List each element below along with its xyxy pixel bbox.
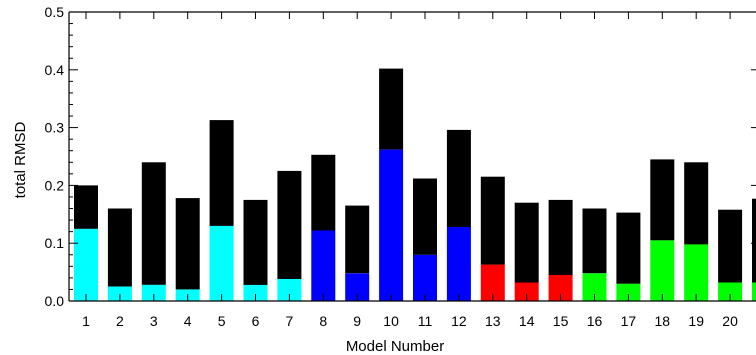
bar-2-segment-2 xyxy=(107,208,132,287)
bar-17-segment-2 xyxy=(616,212,641,284)
bar-6-segment-2 xyxy=(243,199,268,285)
x-axis-title: Model Number xyxy=(346,338,444,355)
bar-20-segment-1 xyxy=(718,282,743,301)
bar-8-segment-1 xyxy=(311,230,336,301)
y-tick-label: 0.4 xyxy=(45,62,65,78)
bar-7-segment-2 xyxy=(277,170,302,279)
x-tick-label-8: 8 xyxy=(319,313,327,329)
bar-21-segment-1 xyxy=(752,282,756,301)
y-axis-title: total RMSD xyxy=(12,121,29,198)
x-tick-label-13: 13 xyxy=(485,313,501,329)
x-tick-label-20: 20 xyxy=(722,313,738,329)
x-tick-label-16: 16 xyxy=(587,313,603,329)
x-tick-label-11: 11 xyxy=(418,313,433,329)
x-tick-label-4: 4 xyxy=(184,313,192,329)
bar-13-segment-2 xyxy=(480,176,505,265)
x-tick-label-7: 7 xyxy=(286,313,294,329)
bar-21-segment-2 xyxy=(752,198,756,283)
bar-10-segment-1 xyxy=(379,149,404,301)
y-tick-label: 0.1 xyxy=(45,235,65,251)
bar-5-segment-2 xyxy=(209,120,234,226)
bar-18-segment-1 xyxy=(650,240,675,301)
bar-19-segment-1 xyxy=(684,244,709,301)
x-tick-label-15: 15 xyxy=(553,313,569,329)
bars-layer xyxy=(74,68,756,302)
x-tick-label-6: 6 xyxy=(252,313,260,329)
bar-1-segment-2 xyxy=(74,185,98,229)
bar-17-segment-1 xyxy=(616,283,641,301)
bar-19-segment-2 xyxy=(684,162,709,245)
axes-layer: 0.00.10.20.30.40.51 2 3 4 5 6 7 8 9 10 11 12 13 14 15 1… xyxy=(45,4,756,329)
bar-16-segment-2 xyxy=(582,208,607,274)
bar-20-segment-2 xyxy=(718,209,743,283)
bar-8-segment-2 xyxy=(311,154,336,231)
y-tick-label: 0.3 xyxy=(45,120,65,136)
x-tick-label-14: 14 xyxy=(519,313,535,329)
x-tick-label-5: 5 xyxy=(218,313,226,329)
bar-4-segment-2 xyxy=(175,198,200,290)
x-tick-label-18: 18 xyxy=(655,313,671,329)
bar-11-segment-2 xyxy=(413,178,437,255)
bar-2-segment-1 xyxy=(107,286,132,301)
x-tick-label-12: 12 xyxy=(451,313,467,329)
bar-12-segment-1 xyxy=(446,227,471,301)
x-tick-label-1: 1 xyxy=(82,313,90,329)
y-tick-label: 0.0 xyxy=(45,293,65,309)
x-tick-label-10: 10 xyxy=(383,313,399,329)
bar-11-segment-1 xyxy=(413,254,437,301)
y-tick-label: 0.2 xyxy=(45,177,65,193)
bar-3-segment-1 xyxy=(141,284,166,301)
x-tick-label-2: 2 xyxy=(116,313,124,329)
bar-6-segment-1 xyxy=(243,284,268,301)
bar-9-segment-2 xyxy=(345,205,370,274)
bar-7-segment-1 xyxy=(277,279,302,301)
x-tick-label-19: 19 xyxy=(688,313,704,329)
bar-3-segment-2 xyxy=(141,162,166,285)
bar-14-segment-2 xyxy=(514,202,539,283)
bar-14-segment-1 xyxy=(514,282,539,301)
bar-10-segment-2 xyxy=(379,68,404,150)
bar-15-segment-2 xyxy=(548,199,573,275)
x-tick-label-17: 17 xyxy=(621,313,637,329)
bar-12-segment-2 xyxy=(446,129,471,227)
bar-1-segment-1 xyxy=(74,228,98,302)
x-tick-label-9: 9 xyxy=(353,313,361,329)
x-tick-label-3: 3 xyxy=(150,313,158,329)
y-tick-label: 0.5 xyxy=(45,4,65,20)
bar-5-segment-1 xyxy=(209,225,234,301)
bar-18-segment-2 xyxy=(650,159,675,241)
